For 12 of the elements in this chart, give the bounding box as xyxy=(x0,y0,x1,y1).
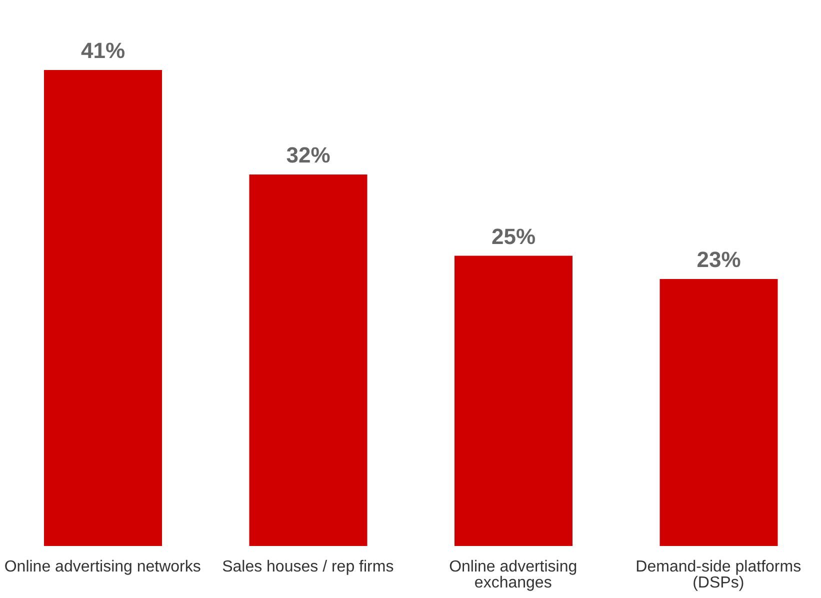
bar xyxy=(249,174,368,546)
data-label: 41% xyxy=(80,38,126,63)
bar xyxy=(44,70,162,546)
data-label: 25% xyxy=(491,224,536,249)
x-tick-label: Online advertising networks xyxy=(4,558,201,576)
data-label: 32% xyxy=(286,142,330,168)
x-tick-label: Demand-side platforms (DSPs) xyxy=(636,558,802,592)
x-tick-label: Sales houses / rep firms xyxy=(222,558,394,576)
data-label: 23% xyxy=(696,246,741,272)
bar xyxy=(454,256,572,546)
bar xyxy=(660,278,778,546)
x-tick-label: Online advertising exchanges xyxy=(449,558,578,592)
